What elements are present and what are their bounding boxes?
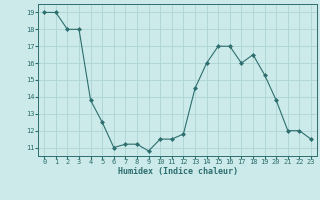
X-axis label: Humidex (Indice chaleur): Humidex (Indice chaleur) — [118, 167, 238, 176]
